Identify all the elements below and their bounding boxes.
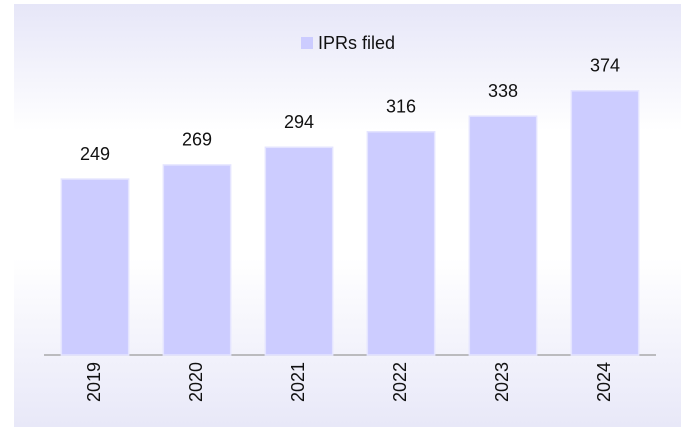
- bar: [60, 178, 130, 356]
- bar: [366, 130, 436, 356]
- bar: [570, 90, 640, 356]
- x-tick-label: 2024: [594, 362, 614, 402]
- x-tick-label: 2023: [492, 362, 512, 402]
- legend-label: IPRs filed: [318, 33, 395, 53]
- data-label: 269: [182, 130, 212, 150]
- data-label: 316: [386, 96, 416, 116]
- data-label: 294: [284, 112, 314, 132]
- x-tick-label: 2022: [390, 362, 410, 402]
- bar: [264, 146, 334, 356]
- data-label: 249: [80, 144, 110, 164]
- data-label: 374: [590, 56, 620, 76]
- bar: [468, 115, 538, 356]
- x-tick-label: 2019: [84, 362, 104, 402]
- legend-swatch: [301, 37, 313, 49]
- bar: [162, 164, 232, 356]
- legend: IPRs filed: [301, 33, 395, 53]
- x-tick-label: 2020: [186, 362, 206, 402]
- x-tick-label: 2021: [288, 362, 308, 402]
- data-label: 338: [488, 81, 518, 101]
